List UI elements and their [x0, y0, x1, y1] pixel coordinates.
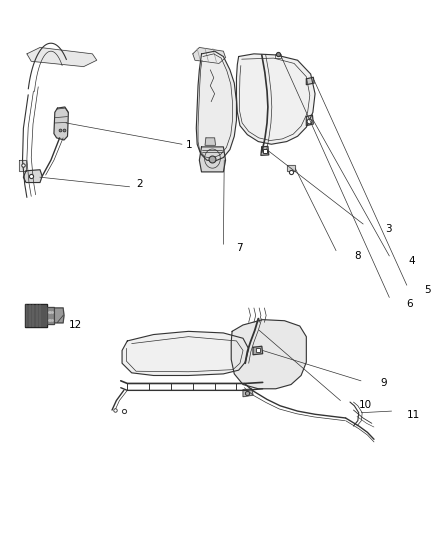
Text: 9: 9: [381, 378, 387, 389]
Text: 12: 12: [68, 320, 81, 330]
Text: 6: 6: [407, 298, 413, 309]
Text: 8: 8: [354, 251, 361, 261]
Polygon shape: [306, 77, 314, 85]
Polygon shape: [243, 389, 253, 397]
Polygon shape: [231, 320, 306, 389]
Text: 7: 7: [237, 243, 243, 253]
Polygon shape: [23, 169, 42, 182]
Polygon shape: [46, 307, 54, 324]
Polygon shape: [193, 47, 226, 63]
Polygon shape: [253, 346, 263, 355]
Polygon shape: [25, 304, 46, 327]
Polygon shape: [19, 160, 26, 171]
Text: 2: 2: [136, 179, 143, 189]
Polygon shape: [54, 308, 64, 323]
Polygon shape: [306, 115, 313, 126]
Text: 5: 5: [424, 286, 431, 295]
Text: 10: 10: [359, 400, 372, 410]
Polygon shape: [205, 138, 215, 146]
Polygon shape: [196, 51, 237, 161]
Polygon shape: [261, 147, 269, 156]
Polygon shape: [27, 47, 97, 67]
Polygon shape: [199, 147, 226, 172]
Text: 1: 1: [186, 140, 193, 150]
Text: 11: 11: [407, 410, 420, 421]
Text: 4: 4: [409, 256, 416, 266]
Polygon shape: [54, 107, 68, 140]
Polygon shape: [237, 54, 315, 144]
Text: 3: 3: [385, 224, 392, 235]
Polygon shape: [287, 165, 295, 171]
Polygon shape: [122, 332, 249, 375]
